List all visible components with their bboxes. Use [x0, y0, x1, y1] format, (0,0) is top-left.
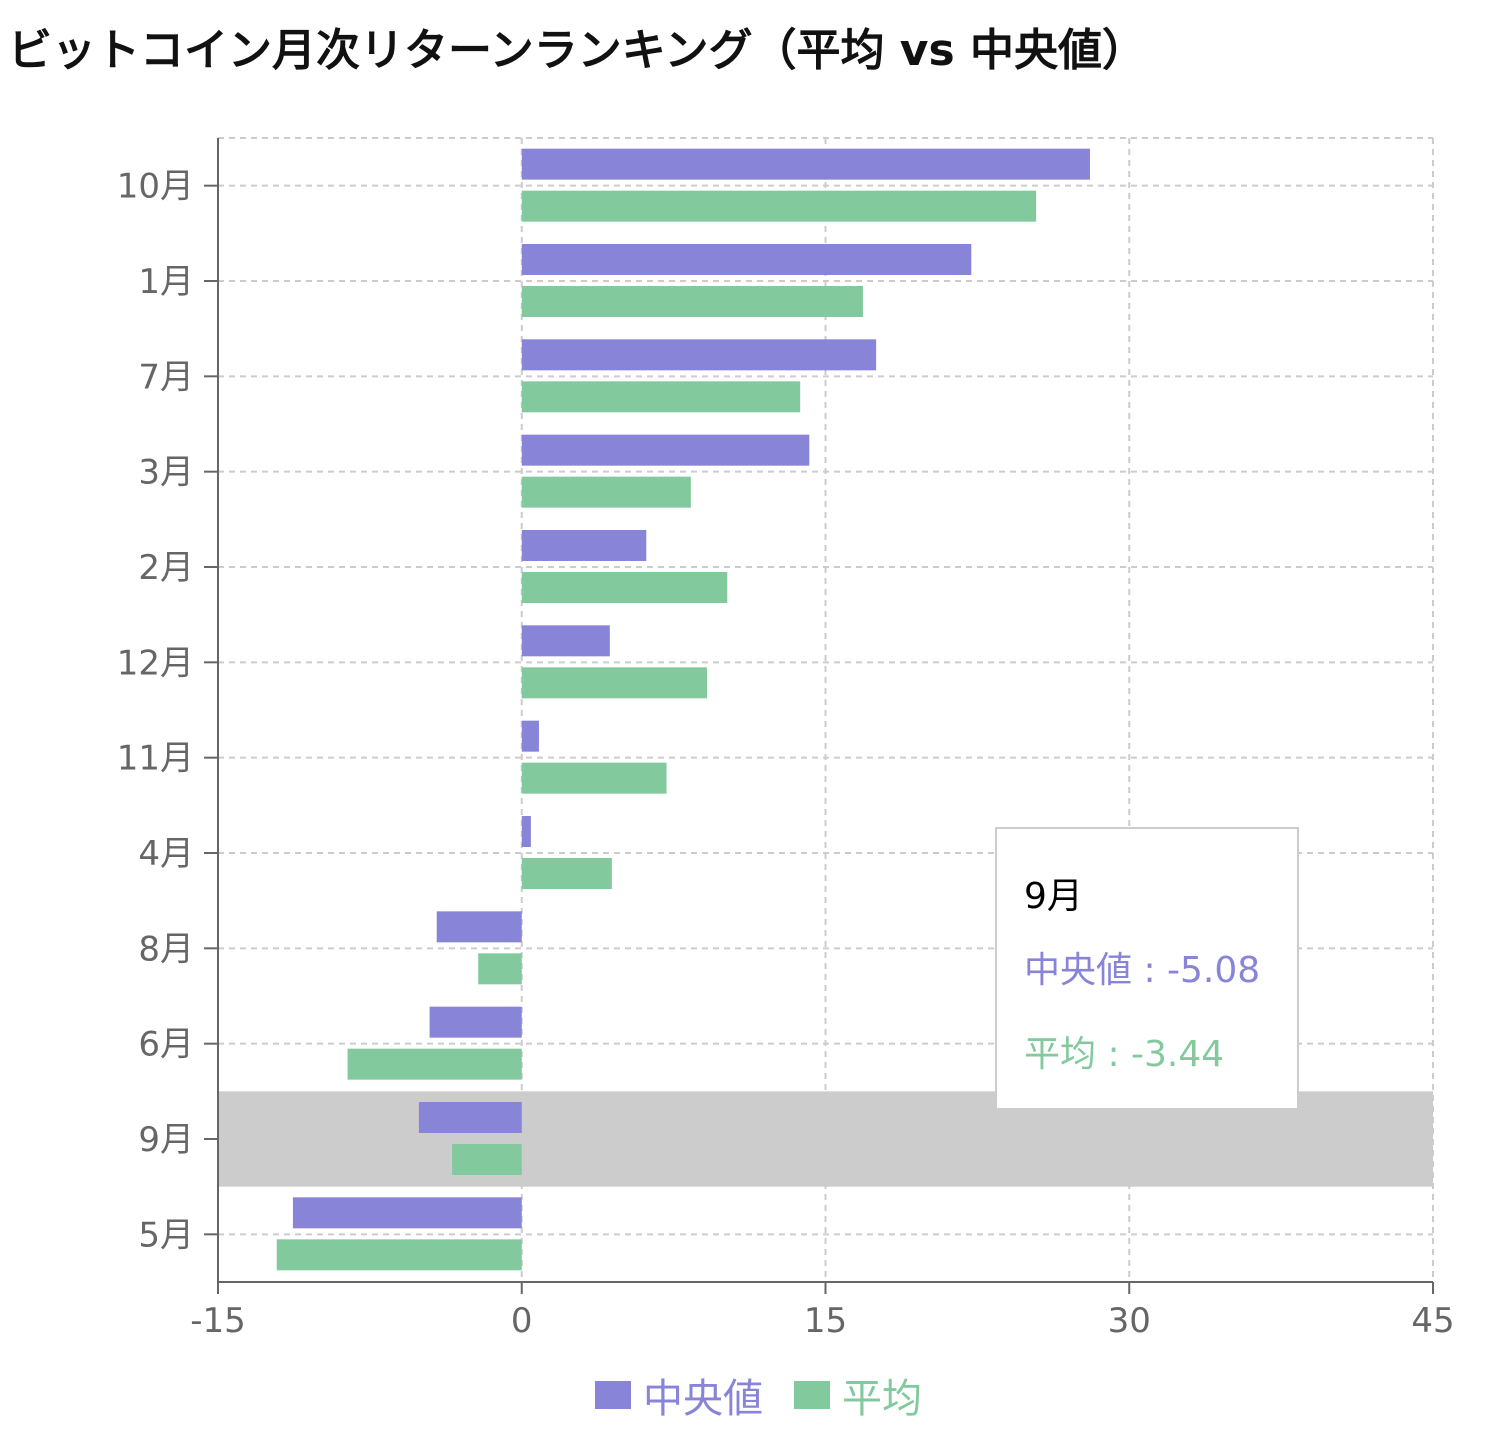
bar-mean — [521, 476, 691, 508]
y-tick-label: 5月 — [138, 1215, 194, 1255]
y-tick-label: 3月 — [138, 453, 194, 493]
y-tick-label: 2月 — [138, 548, 194, 588]
bar-median — [429, 1006, 522, 1038]
legend-item-mean[interactable]: 平均 — [794, 1370, 922, 1422]
legend-label-mean: 平均 — [842, 1376, 922, 1422]
bar-mean — [521, 190, 1037, 222]
chart-legend: 中央値 平均 — [0, 1370, 1504, 1422]
bar-mean — [521, 381, 801, 413]
bar-mean — [452, 1144, 522, 1175]
tooltip-row-mean: 平均 : -3.44 — [1024, 1025, 1224, 1077]
bar-mean — [276, 1239, 522, 1271]
x-tick-label: 45 — [1411, 1301, 1454, 1341]
bar-median — [521, 244, 972, 275]
legend-item-median[interactable]: 中央値 — [595, 1370, 763, 1422]
y-tick-label: 6月 — [138, 1025, 194, 1065]
y-tick-label: 12月 — [117, 643, 194, 683]
tooltip-mean-value: -3.44 — [1131, 1034, 1225, 1075]
y-tick-label: 9月 — [138, 1120, 194, 1160]
tooltip-median-key: 中央値 — [1024, 950, 1133, 991]
legend-swatch-mean — [794, 1381, 830, 1409]
tooltip-mean-key: 平均 — [1024, 1034, 1097, 1075]
x-tick-label: 15 — [804, 1301, 847, 1341]
bar-mean — [521, 858, 612, 889]
bar-median — [292, 1197, 522, 1229]
bar-median — [521, 530, 647, 561]
bar-median — [436, 911, 522, 943]
tooltip-median-sep: : — [1132, 950, 1168, 991]
y-tick-label: 11月 — [117, 739, 194, 779]
chart-title: ビットコイン月次リターンランキング（平均 vs 中央値） — [8, 25, 1146, 76]
bar-median — [521, 816, 531, 847]
y-tick-label: 4月 — [138, 834, 194, 874]
legend-label-median: 中央値 — [643, 1376, 763, 1422]
bar-mean — [521, 572, 728, 603]
bar-median — [521, 339, 877, 371]
bar-mean — [478, 953, 522, 985]
x-tick-label: -15 — [190, 1301, 246, 1341]
bar-mean — [521, 667, 708, 699]
tooltip-row-median: 中央値 : -5.08 — [1024, 941, 1260, 993]
bar-mean — [521, 286, 863, 317]
tooltip-mean-sep: : — [1096, 1034, 1132, 1075]
legend-swatch-median — [595, 1381, 631, 1409]
y-tick-label: 7月 — [138, 357, 194, 397]
y-tick-label: 8月 — [138, 929, 194, 969]
chart-tooltip: 9月 中央値 : -5.08 平均 : -3.44 — [995, 827, 1299, 1110]
bar-median — [521, 625, 610, 657]
y-tick-label: 1月 — [138, 262, 194, 302]
bar-median — [418, 1102, 522, 1133]
bar-median — [521, 720, 539, 752]
x-tick-label: 0 — [511, 1301, 533, 1341]
tooltip-median-value: -5.08 — [1167, 950, 1261, 991]
x-tick-label: 30 — [1108, 1301, 1151, 1341]
tooltip-label: 9月 — [1024, 876, 1083, 917]
bar-median — [521, 434, 810, 466]
y-tick-label: 10月 — [117, 167, 194, 207]
bar-mean — [521, 762, 667, 794]
bar-median — [521, 148, 1090, 180]
bar-mean — [347, 1048, 522, 1080]
